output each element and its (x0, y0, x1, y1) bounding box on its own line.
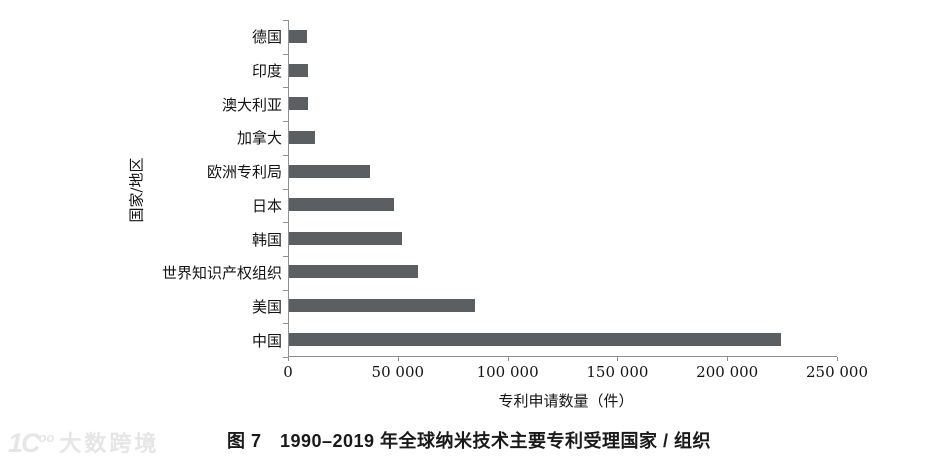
y-axis-tick (283, 323, 288, 325)
y-axis-tick (283, 289, 288, 291)
bar-澳大利亚 (289, 97, 308, 111)
category-label: 德国 (251, 28, 282, 47)
y-axis-tick (283, 154, 288, 156)
bar-印度 (289, 63, 309, 77)
bar-row (289, 121, 837, 155)
category-label: 韩国 (251, 230, 282, 249)
bar-韩国 (289, 231, 402, 245)
y-axis-tick (283, 121, 288, 123)
y-axis-tick (283, 53, 288, 55)
ten-to-the-100-logo-icon: 1Coo (8, 428, 55, 458)
category-label: 美国 (251, 297, 282, 316)
bar-日本 (289, 198, 395, 212)
plot-area (288, 20, 837, 357)
watermark-brand-text: 大数跨境 (59, 430, 160, 456)
x-axis-title: 专利申请数量（件） (498, 392, 634, 410)
bar-rows (289, 20, 837, 356)
category-label-row: 韩国 (100, 222, 282, 256)
category-label-row: 中国 (100, 323, 282, 357)
category-label-row: 美国 (100, 290, 282, 324)
bar-世界知识产权组织 (289, 265, 419, 279)
category-label: 加拿大 (236, 129, 282, 148)
x-axis-tick (507, 357, 509, 361)
x-axis-tick-label: 200 000 (696, 363, 759, 381)
x-axis-tick (727, 357, 729, 361)
category-labels: 德国印度澳大利亚加拿大欧洲专利局日本韩国世界知识产权组织美国中国 (100, 20, 282, 357)
bar-row (289, 289, 837, 323)
category-label: 世界知识产权组织 (161, 264, 282, 283)
bar-row (289, 188, 837, 222)
category-label: 印度 (251, 62, 282, 81)
bar-row (289, 87, 837, 121)
bar-中国 (289, 332, 782, 346)
category-label-row: 澳大利亚 (100, 87, 282, 121)
y-axis-tick (283, 357, 288, 358)
category-label-row: 加拿大 (100, 121, 282, 155)
bar-德国 (289, 30, 307, 44)
bar-row (289, 20, 837, 54)
category-label-row: 欧洲专利局 (100, 155, 282, 189)
category-label-row: 世界知识产权组织 (100, 256, 282, 290)
x-axis-tick (397, 357, 399, 361)
watermark: 1Coo 大数跨境 (8, 430, 159, 457)
x-axis-tick (617, 357, 619, 361)
category-label: 中国 (251, 331, 282, 350)
bar-row (289, 255, 837, 289)
x-axis-tick (288, 357, 289, 361)
bar-row (289, 54, 837, 88)
bar-row (289, 222, 837, 256)
bar-欧洲专利局 (289, 164, 371, 178)
bar-美国 (289, 299, 476, 313)
x-axis-tick-label: 150 000 (586, 363, 649, 381)
y-axis-tick (283, 255, 288, 257)
y-axis-tick (283, 87, 288, 89)
category-label: 欧洲专利局 (206, 163, 282, 182)
y-axis-tick (283, 188, 288, 190)
bar-row (289, 154, 837, 188)
category-label-row: 德国 (100, 20, 282, 54)
category-label-row: 印度 (100, 54, 282, 88)
y-axis-tick (283, 222, 288, 224)
x-axis-tick-label: 0 (283, 363, 293, 381)
bar-加拿大 (289, 131, 316, 145)
figure-caption: 图 7 1990–2019 年全球纳米技术主要专利受理国家 / 组织 (226, 431, 712, 451)
category-label-row: 日本 (100, 189, 282, 223)
category-label: 日本 (251, 196, 282, 215)
category-label: 澳大利亚 (221, 95, 282, 114)
y-axis-tick (283, 20, 288, 21)
x-axis-tick-label: 250 000 (805, 363, 869, 381)
bar-row (289, 322, 837, 356)
x-axis-tick-label: 50 000 (371, 363, 425, 381)
x-axis-tick (837, 357, 838, 361)
x-axis-tick-label: 100 000 (476, 363, 539, 381)
